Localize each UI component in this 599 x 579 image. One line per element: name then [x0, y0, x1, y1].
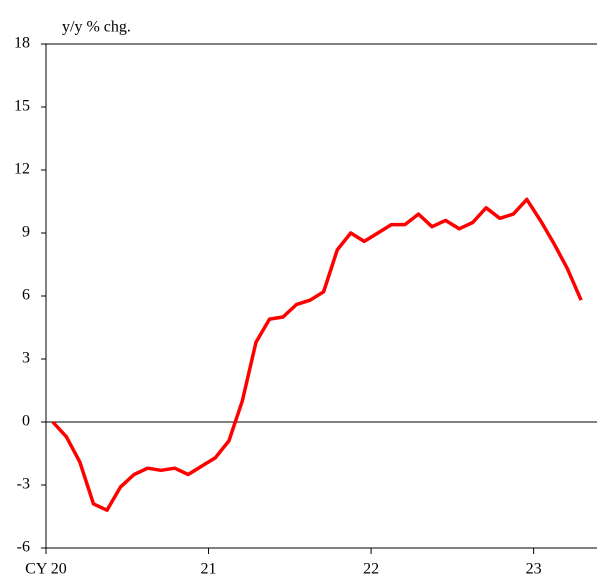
y-tick-label: 18	[14, 35, 30, 52]
y-tick-label: -3	[17, 476, 30, 493]
x-tick-label: 21	[201, 561, 217, 578]
x-tick-label: 23	[526, 561, 542, 578]
y-tick-label: 0	[22, 413, 30, 430]
y-tick-label: 12	[14, 161, 30, 178]
y-axis-label: y/y % chg.	[62, 19, 131, 36]
x-tick-label: CY 20	[25, 561, 67, 578]
y-tick-label: 9	[22, 224, 30, 241]
y-tick-label: -6	[17, 539, 30, 556]
y-tick-label: 3	[22, 350, 30, 367]
y-tick-label: 6	[22, 287, 30, 304]
y-tick-label: 15	[14, 98, 30, 115]
data-line	[51, 197, 583, 512]
x-tick-label: 22	[363, 561, 379, 578]
